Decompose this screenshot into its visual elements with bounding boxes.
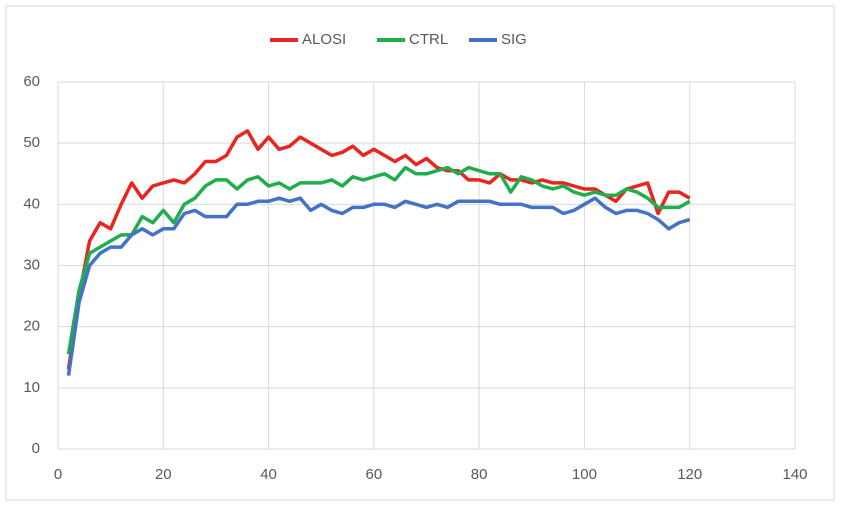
x-tick-label: 80 [471,466,488,483]
chart-frame [5,5,835,501]
x-tick-label: 140 [782,466,807,483]
series-line [66,196,691,376]
x-tick-label: 100 [572,466,597,483]
y-tick-label: 60 [23,73,40,90]
y-tick-label: 0 [32,440,40,457]
y-tick-label: 10 [23,379,40,396]
y-tick-label: 30 [23,256,40,273]
legend-label: ALOSI [302,31,346,48]
x-tick-label: 0 [54,466,62,483]
x-tick-label: 120 [677,466,702,483]
series-line [66,129,691,370]
x-tick-label: 20 [155,466,172,483]
x-tick-label: 60 [366,466,383,483]
legend-label: CTRL [409,31,448,48]
y-tick-label: 50 [23,134,40,151]
y-tick-label: 20 [23,318,40,335]
x-tick-label: 40 [260,466,277,483]
y-tick-label: 40 [23,195,40,212]
legend-label: SIG [501,31,527,48]
series-line [66,165,691,355]
